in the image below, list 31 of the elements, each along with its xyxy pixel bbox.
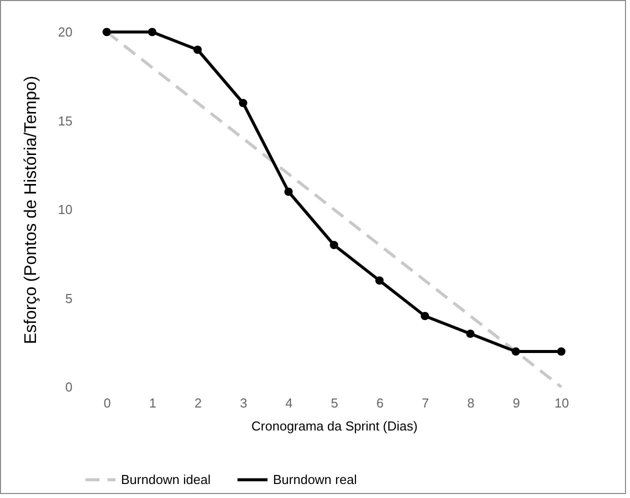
- point: [557, 347, 566, 356]
- point: [238, 98, 248, 108]
- point: [193, 46, 202, 54]
- x-tick-label: 10: [554, 396, 570, 410]
- point: [375, 276, 384, 285]
- y-tick-label: 0: [65, 380, 72, 394]
- x-tick-label: 6: [376, 396, 384, 410]
- point: [420, 312, 430, 320]
- point: [148, 28, 156, 36]
- x-tick-label: 4: [285, 396, 293, 410]
- y-axis-title: Esforço (Pontos de História/Tempo): [21, 76, 40, 344]
- x-tick-label: 7: [422, 396, 430, 410]
- x-tick-label: 5: [330, 396, 338, 410]
- x-tick-label: 9: [512, 396, 520, 410]
- x-tick-label: 8: [467, 396, 474, 410]
- legend-label: Burndown ideal: [121, 472, 211, 487]
- x-tick-label: 0: [104, 396, 111, 410]
- x-tick-label: 1: [149, 396, 156, 410]
- x-axis-title: Cronograma da Sprint (Dias): [251, 418, 418, 434]
- y-tick-label: 15: [58, 113, 72, 128]
- point: [102, 28, 111, 36]
- x-tick-label: 3: [240, 396, 248, 410]
- x-tick-label: 2: [194, 396, 202, 410]
- point: [284, 188, 293, 196]
- point: [466, 330, 475, 338]
- point: [512, 347, 520, 356]
- y-tick-label: 10: [58, 202, 72, 217]
- y-tick-label: 20: [58, 24, 72, 40]
- point: [330, 240, 338, 250]
- legend-label: Burndown real: [273, 472, 357, 487]
- y-tick-label: 5: [65, 290, 72, 306]
